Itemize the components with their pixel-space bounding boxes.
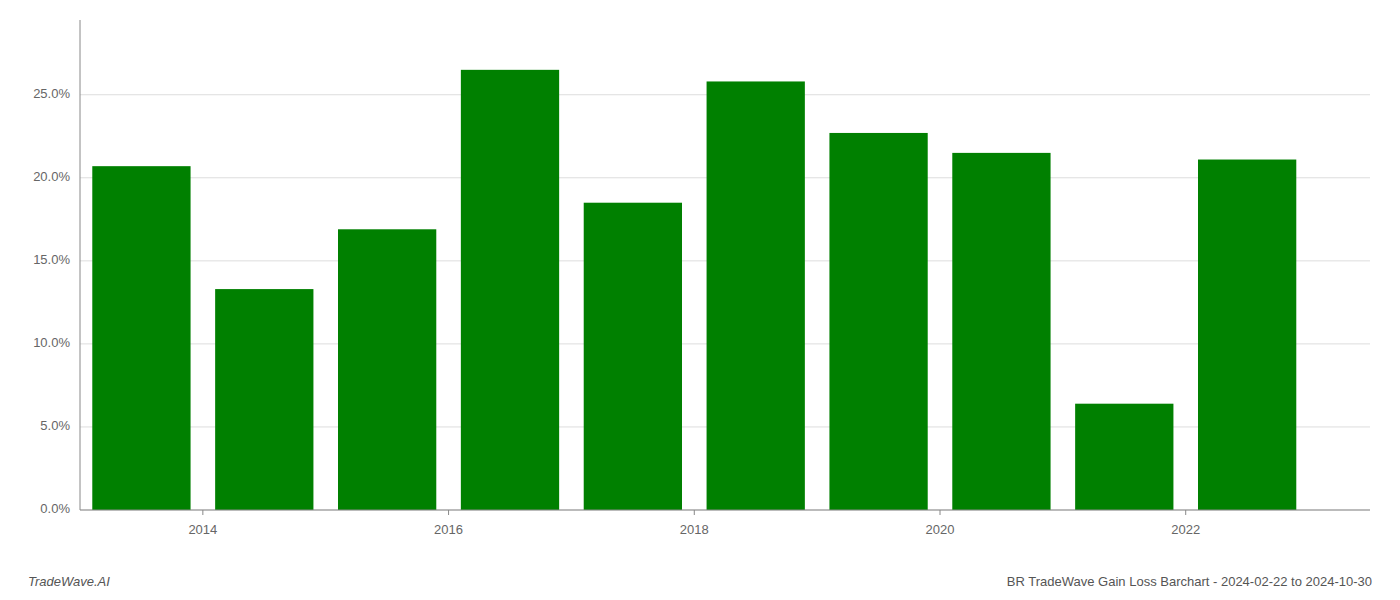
bar — [829, 133, 927, 510]
title: BR TradeWave Gain Loss Barchart - 2024-0… — [1007, 574, 1372, 589]
y-tick-label: 25.0% — [33, 86, 70, 101]
y-tick-label: 0.0% — [40, 501, 70, 516]
bar — [338, 229, 436, 510]
grid-line — [80, 510, 1370, 511]
y-tick-label: 10.0% — [33, 335, 70, 350]
y-tick-label: 15.0% — [33, 252, 70, 267]
x-tick — [694, 510, 695, 515]
x-tick-label: 2020 — [926, 522, 955, 537]
y-axis: 0.0% 5.0% 10.0% 15.0% 20.0% 25.0% — [33, 86, 70, 516]
x-axis: 2014 2016 2018 2020 2022 — [188, 510, 1200, 537]
bar — [461, 70, 559, 510]
x-axis-line — [80, 510, 1370, 511]
x-tick — [448, 510, 449, 515]
x-tick-label: 2016 — [434, 522, 463, 537]
y-tick-label: 5.0% — [40, 418, 70, 433]
bar — [215, 289, 313, 510]
y-tick-label: 20.0% — [33, 169, 70, 184]
bar — [1075, 404, 1173, 510]
watermark: TradeWave.AI — [28, 574, 110, 589]
x-tick-label: 2018 — [680, 522, 709, 537]
x-tick — [1185, 510, 1186, 515]
bar — [584, 203, 682, 510]
x-tick — [940, 510, 941, 515]
bars — [92, 70, 1296, 510]
chart: 0.0% 5.0% 10.0% 15.0% 20.0% 25.0% 2014 2016 2018… — [0, 0, 1400, 600]
x-tick-label: 2014 — [188, 522, 217, 537]
bar — [707, 81, 805, 510]
bar — [1198, 160, 1296, 510]
bar — [92, 166, 190, 510]
x-tick-label: 2022 — [1171, 522, 1200, 537]
y-axis-line — [80, 20, 81, 510]
x-tick — [202, 510, 203, 515]
bar — [952, 153, 1050, 510]
